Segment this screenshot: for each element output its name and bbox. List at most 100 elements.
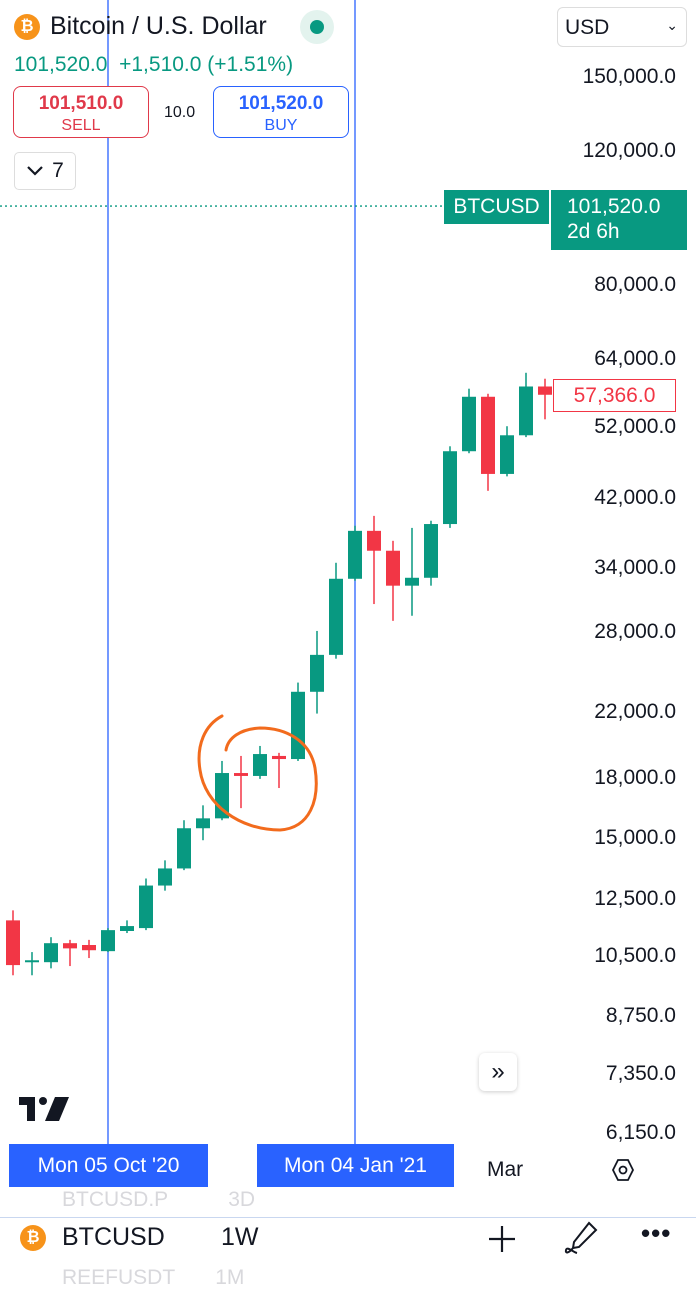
- bitcoin-icon: ₿: [20, 1225, 46, 1251]
- currency-value: USD: [565, 16, 610, 39]
- time-axis-tick: Mar: [487, 1158, 524, 1181]
- price-axis-label: 34,000.0: [594, 555, 676, 579]
- price-axis-label: 120,000.0: [582, 138, 676, 162]
- price-axis-label: 7,350.0: [605, 1062, 676, 1086]
- interval-selector[interactable]: 1W: [221, 1223, 259, 1251]
- candle: [253, 745, 267, 779]
- candle: [310, 630, 324, 714]
- double-chevron-right-icon: »: [491, 1058, 505, 1085]
- candle-body: [424, 524, 438, 578]
- candle: [424, 520, 438, 586]
- candle: [481, 393, 495, 491]
- candle-body: [139, 885, 153, 929]
- candle: [348, 525, 362, 581]
- candlestick-chart[interactable]: [0, 0, 696, 1217]
- drawing-pen-icon[interactable]: [563, 1220, 599, 1256]
- candle-body: [443, 451, 457, 525]
- candle: [291, 682, 305, 761]
- list-item-below[interactable]: REEFUSDT 1M: [62, 1266, 245, 1289]
- price-axis-label: 18,000.0: [594, 765, 676, 789]
- candle-body: [405, 577, 419, 586]
- divider: [0, 1217, 696, 1218]
- more-menu-icon[interactable]: •••: [641, 1218, 672, 1248]
- scroll-to-realtime-button[interactable]: »: [479, 1053, 517, 1091]
- price-axis-label: 150,000.0: [582, 65, 676, 88]
- candle: [101, 928, 115, 953]
- candle: [538, 378, 552, 420]
- price-axis-label: 22,000.0: [594, 699, 676, 723]
- candle-body: [44, 943, 58, 963]
- symbol-selector[interactable]: BTCUSD: [62, 1223, 165, 1251]
- candle: [120, 920, 134, 934]
- price-axis-label: 80,000.0: [594, 272, 676, 296]
- candle: [196, 805, 210, 841]
- candle-body: [462, 396, 476, 452]
- candle: [139, 878, 153, 931]
- candles: [6, 372, 552, 976]
- candle: [443, 446, 457, 528]
- candle: [500, 426, 514, 477]
- candle-body: [120, 926, 134, 931]
- symbol-price-tag: BTCUSD: [444, 190, 549, 224]
- price-axis-label: 10,500.0: [594, 944, 676, 968]
- candle: [82, 939, 96, 959]
- sell-label: SELL: [61, 117, 101, 134]
- candle-body: [234, 773, 248, 776]
- candle: [63, 939, 77, 967]
- chevron-down-icon: ⌄: [666, 17, 678, 33]
- price-axis-label: 28,000.0: [594, 619, 676, 643]
- indicator-count: 7: [52, 159, 64, 182]
- candle-body: [63, 943, 77, 949]
- candle: [519, 372, 533, 438]
- candle: [158, 860, 172, 891]
- candle-body: [538, 386, 552, 395]
- chevron-down-icon: [27, 166, 43, 176]
- candle: [25, 952, 39, 976]
- candle: [44, 937, 58, 969]
- crosshair-date-label: Mon 05 Oct '20: [9, 1144, 208, 1187]
- change: +1,510.0 (+1.51%): [119, 53, 294, 76]
- bitcoin-icon: ₿: [14, 14, 40, 40]
- hand-drawn-circle-annotation: [197, 714, 318, 832]
- buy-price: 101,520.0: [238, 93, 324, 114]
- price-axis-label: 64,000.0: [594, 346, 676, 370]
- buy-label: BUY: [264, 117, 298, 134]
- indicators-toggle-button[interactable]: 7: [14, 152, 76, 190]
- candle-body: [25, 960, 39, 963]
- candle-body: [196, 818, 210, 829]
- price-axis-label: 52,000.0: [594, 415, 676, 439]
- tradingview-logo[interactable]: [19, 1097, 69, 1121]
- candle-body: [310, 654, 324, 692]
- sell-price: 101,510.0: [38, 93, 124, 114]
- sell-button[interactable]: 101,510.0 SELL: [13, 86, 149, 138]
- candle-body: [101, 930, 115, 952]
- price-change: 101,520.0 +1,510.0 (+1.51%): [14, 53, 293, 77]
- price-axis-label: 42,000.0: [594, 485, 676, 509]
- add-icon[interactable]: [487, 1224, 517, 1254]
- list-item-above[interactable]: BTCUSD.P 3D: [62, 1188, 256, 1211]
- candle: [6, 910, 20, 976]
- candle-body: [272, 755, 286, 760]
- buy-button[interactable]: 101,520.0 BUY: [213, 86, 349, 138]
- price-axis-label: 6,150.0: [605, 1120, 676, 1144]
- price-axis-label: 8,750.0: [605, 1004, 676, 1028]
- crosshair-date-label: Mon 04 Jan '21: [257, 1144, 454, 1187]
- currency-select[interactable]: USD ⌄: [557, 7, 687, 47]
- spread: 10.0: [164, 104, 196, 121]
- price-axis-label: 12,500.0: [594, 886, 676, 910]
- candle: [405, 527, 419, 616]
- bar-countdown: 2d 6h: [567, 220, 620, 243]
- candle-body: [500, 435, 514, 474]
- chart-settings-icon[interactable]: [611, 1157, 635, 1183]
- candle: [234, 755, 248, 809]
- candle-body: [519, 386, 533, 436]
- candle-body: [177, 828, 191, 869]
- candle: [386, 540, 400, 621]
- last-price: 101,520.0: [14, 53, 108, 76]
- candle-body: [481, 396, 495, 474]
- candle-body: [348, 530, 362, 579]
- candle-body: [386, 550, 400, 586]
- market-open-status-icon[interactable]: [300, 10, 334, 44]
- symbol-title[interactable]: Bitcoin / U.S. Dollar: [50, 12, 267, 40]
- candle-body: [367, 530, 381, 551]
